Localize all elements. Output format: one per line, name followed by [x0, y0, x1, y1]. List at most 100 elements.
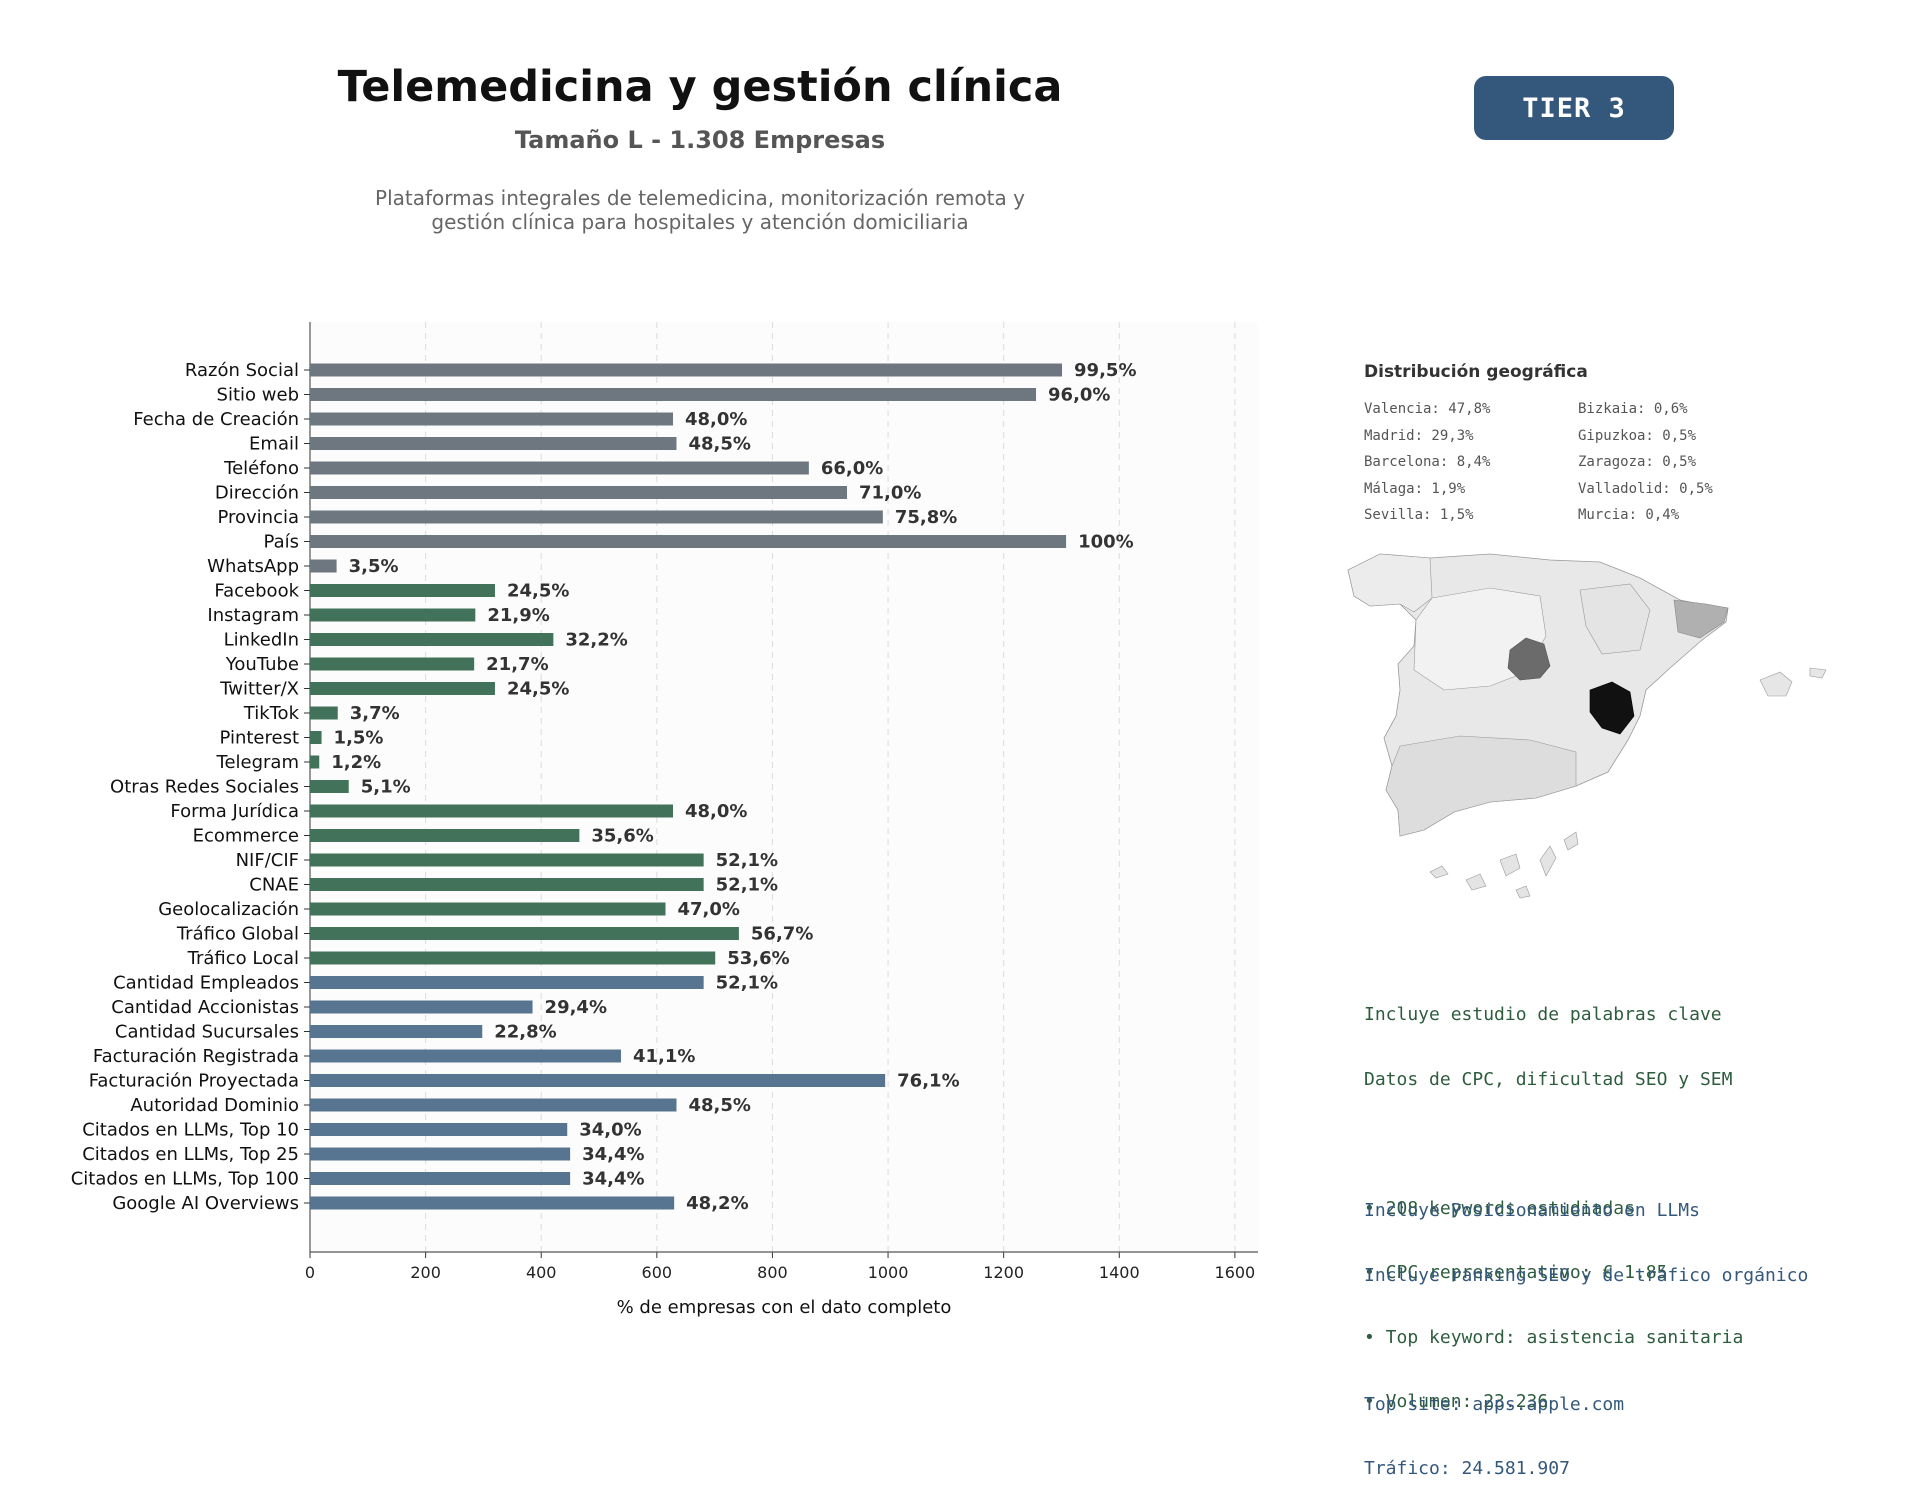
- data-label: 29,4%: [545, 997, 607, 1018]
- bar: [310, 1025, 483, 1038]
- keywords-line: • Volumen: 23.236: [1364, 1391, 1549, 1412]
- andalucia-region: [1385, 735, 1577, 837]
- x-tick-label: 400: [526, 1263, 557, 1282]
- category-label: Google AI Overviews: [112, 1193, 299, 1214]
- keywords-line: [1364, 1133, 1743, 1155]
- category-label: TikTok: [243, 703, 300, 724]
- data-label: 48,0%: [685, 409, 747, 430]
- keywords-info-block: Incluye estudio de palabras clave Datos …: [1364, 961, 1743, 1434]
- madrid-province: [1507, 637, 1551, 681]
- data-label: 99,5%: [1074, 360, 1136, 381]
- geo-item: Murcia: 0,4%: [1578, 507, 1680, 523]
- page-title: Telemedicina y gestión clínica: [337, 62, 1063, 112]
- category-label: Facebook: [214, 581, 299, 602]
- geo-item: Valladolid: 0,5%: [1578, 480, 1713, 497]
- bar: [310, 1147, 571, 1161]
- description-line: gestión clínica para hospitales y atenci…: [431, 210, 969, 234]
- category-label: Ecommerce: [193, 826, 299, 847]
- galicia-region: [1347, 553, 1433, 613]
- bar: [310, 1049, 621, 1063]
- plot-area: [310, 322, 1258, 1252]
- category-label: YouTube: [225, 654, 299, 675]
- data-label: 96,0%: [1048, 385, 1110, 406]
- data-label: 35,6%: [591, 826, 653, 847]
- category-label: País: [264, 532, 299, 553]
- bar: [310, 437, 677, 450]
- data-label: 52,1%: [716, 875, 778, 896]
- category-label: Dirección: [215, 483, 299, 504]
- bar: [310, 461, 809, 475]
- data-label: 21,9%: [487, 605, 549, 626]
- category-label: Pinterest: [219, 728, 299, 749]
- bar: [310, 682, 495, 695]
- data-label: 41,1%: [633, 1046, 695, 1067]
- bar: [310, 657, 475, 671]
- keywords-line: Datos de CPC, dificultad SEO y SEM: [1364, 1068, 1733, 1090]
- data-label: 71,0%: [859, 483, 921, 504]
- geo-item: Gipuzkoa: 0,5%: [1578, 427, 1697, 444]
- data-label: 24,5%: [507, 679, 569, 700]
- category-label: CNAE: [249, 875, 299, 896]
- geo-item: Barcelona: 8,4%: [1364, 454, 1491, 470]
- category-label: Forma Jurídica: [170, 801, 299, 822]
- bar: [310, 731, 322, 744]
- bar: [310, 755, 320, 769]
- keywords-line: • 208 keywords estudiadas: [1364, 1197, 1635, 1219]
- description-line: Plataformas integrales de telemedicina, …: [375, 186, 1025, 210]
- geo-item: Valencia: 47,8%: [1364, 401, 1491, 417]
- data-label: 48,2%: [686, 1193, 748, 1214]
- geo-item: Madrid: 29,3%: [1364, 427, 1474, 444]
- valencia-province: [1589, 681, 1635, 735]
- data-label: 34,0%: [579, 1120, 641, 1141]
- x-tick-label: 200: [410, 1263, 441, 1282]
- x-tick-label: 0: [305, 1263, 315, 1282]
- data-label: 22,8%: [494, 1022, 556, 1043]
- category-label: Citados en LLMs, Top 10: [82, 1120, 299, 1141]
- category-label: Fecha de Creación: [133, 409, 299, 430]
- aragon-region: [1579, 583, 1651, 655]
- x-tick-label: 1200: [983, 1263, 1024, 1282]
- bar: [310, 1098, 677, 1112]
- data-label: 3,5%: [349, 556, 399, 577]
- data-label: 3,7%: [350, 703, 400, 724]
- data-completeness-bar-chart: 0 200 400 600 800 1000 1200 1400 1600 Razón Socia…: [71, 322, 1258, 1318]
- x-tick-label: 600: [642, 1263, 673, 1282]
- geo-item: Zaragoza: 0,5%: [1578, 454, 1697, 470]
- bar: [310, 1172, 571, 1185]
- keywords-line: • Top keyword: asistencia sanitaria: [1364, 1326, 1744, 1348]
- bar: [310, 927, 739, 940]
- data-label: 34,4%: [582, 1144, 644, 1165]
- bar: [310, 976, 704, 989]
- x-tick-label: 800: [757, 1263, 788, 1282]
- geo-item: Sevilla: 1,5%: [1364, 507, 1474, 523]
- data-label: 1,2%: [331, 752, 381, 773]
- category-label: Citados en LLMs, Top 25: [82, 1144, 299, 1165]
- bar: [310, 559, 337, 573]
- data-label: 1,5%: [334, 728, 384, 749]
- bar: [310, 1000, 533, 1014]
- bar: [310, 633, 554, 646]
- data-label: 66,0%: [821, 458, 883, 479]
- bar: [310, 486, 848, 499]
- sector-description: Plataformas integrales de telemedicina, …: [310, 186, 1090, 234]
- data-label: 56,7%: [751, 924, 813, 945]
- category-label: Teléfono: [223, 458, 299, 479]
- x-tick-label: 1400: [1099, 1263, 1140, 1282]
- bar: [310, 412, 674, 426]
- category-label: Sitio web: [217, 385, 299, 406]
- data-label: 5,1%: [361, 777, 411, 798]
- bar: [310, 535, 1067, 548]
- bar: [310, 608, 476, 622]
- bar: [310, 804, 674, 818]
- data-label: 21,7%: [486, 654, 548, 675]
- bar: [310, 1123, 568, 1136]
- category-label: Tráfico Global: [176, 924, 299, 945]
- page-subtitle: Tamaño L - 1.308 Empresas: [514, 126, 886, 154]
- category-label: Instagram: [207, 605, 299, 626]
- geo-item: Bizkaia: 0,6%: [1578, 401, 1688, 417]
- category-label: LinkedIn: [224, 630, 299, 651]
- bar: [310, 853, 704, 867]
- bar: [310, 584, 495, 597]
- data-label: 53,6%: [727, 948, 789, 969]
- llm-line: Incluye ranking SEO y de tráfico orgánic…: [1364, 1264, 1809, 1286]
